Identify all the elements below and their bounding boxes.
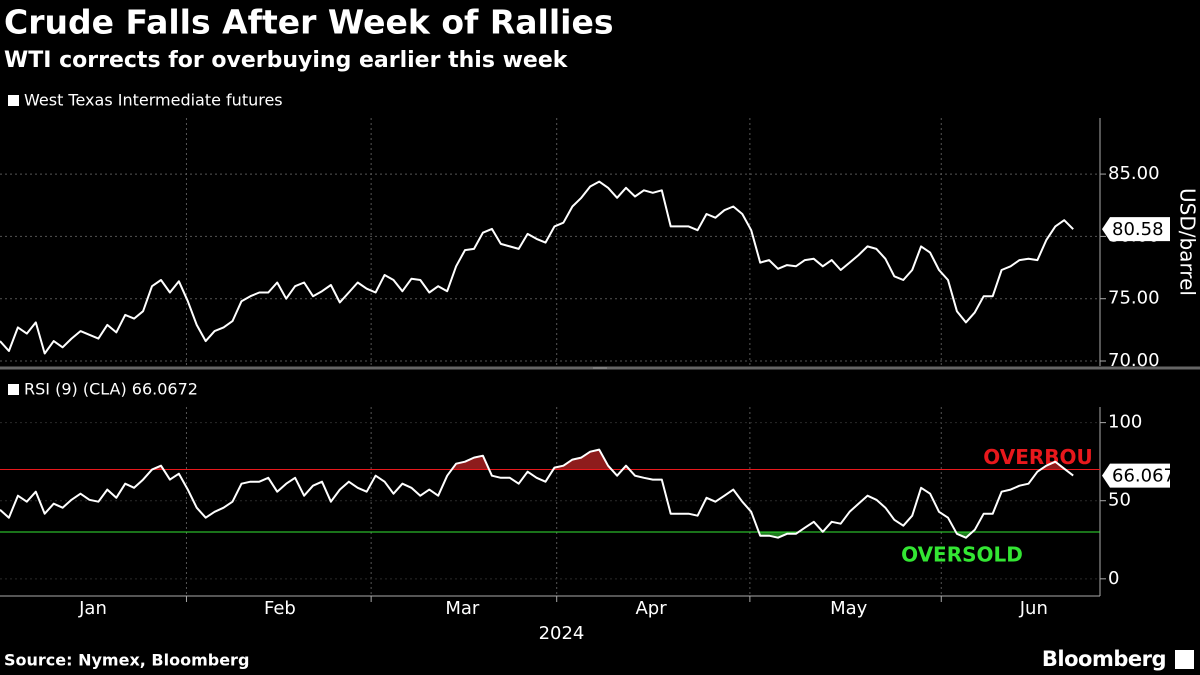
brand-icon bbox=[1175, 650, 1194, 669]
legend-swatch bbox=[8, 384, 19, 395]
brand: Bloomberg bbox=[1042, 647, 1166, 671]
y-tick-label: 100 bbox=[1108, 412, 1142, 433]
x-tick-label: Mar bbox=[445, 598, 480, 619]
last-value-label: 66.0672 bbox=[1112, 466, 1186, 487]
legend-swatch bbox=[8, 95, 19, 106]
x-tick-label: Apr bbox=[635, 598, 667, 619]
y-axis-label: USD/barrel bbox=[1176, 188, 1200, 296]
y-tick-label: 75.00 bbox=[1108, 288, 1160, 309]
plot-layer: JanFebMarAprMayJun202470.0075.0080.0085.… bbox=[0, 118, 1200, 644]
threshold-label: OVERSOLD bbox=[901, 542, 1023, 566]
last-value-box bbox=[1102, 217, 1170, 242]
series-line bbox=[0, 448, 1074, 539]
x-tick-label: Feb bbox=[264, 598, 296, 619]
threshold-label: OVERBOU bbox=[983, 445, 1093, 469]
y-tick-label: 70.00 bbox=[1108, 350, 1160, 371]
y-tick-label: 50 bbox=[1108, 490, 1131, 511]
x-tick-label: Jun bbox=[1019, 598, 1048, 619]
series-line bbox=[0, 180, 1074, 355]
legend-label: West Texas Intermediate futures bbox=[24, 91, 283, 110]
source: Source: Nymex, Bloomberg bbox=[4, 651, 249, 670]
chart-subtitle: WTI corrects for overbuying earlier this… bbox=[4, 48, 569, 73]
x-axis-label: 2024 bbox=[539, 623, 585, 644]
chart-title: Crude Falls After Week of Rallies bbox=[4, 3, 614, 42]
x-tick-label: May bbox=[830, 598, 868, 619]
last-value-box bbox=[1102, 463, 1170, 488]
legend-label: RSI (9) (CLA) 66.0672 bbox=[24, 380, 198, 399]
last-value-label: 80.58 bbox=[1112, 219, 1164, 240]
y-tick-label: 85.00 bbox=[1108, 163, 1160, 184]
y-tick-label: 0 bbox=[1108, 568, 1119, 589]
x-tick-label: Jan bbox=[78, 598, 107, 619]
